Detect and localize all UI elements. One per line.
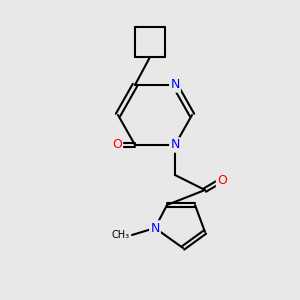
Text: CH₃: CH₃	[112, 230, 130, 240]
Text: O: O	[112, 139, 122, 152]
Text: N: N	[170, 139, 180, 152]
Text: N: N	[150, 221, 160, 235]
Text: N: N	[170, 79, 180, 92]
Text: O: O	[217, 173, 227, 187]
